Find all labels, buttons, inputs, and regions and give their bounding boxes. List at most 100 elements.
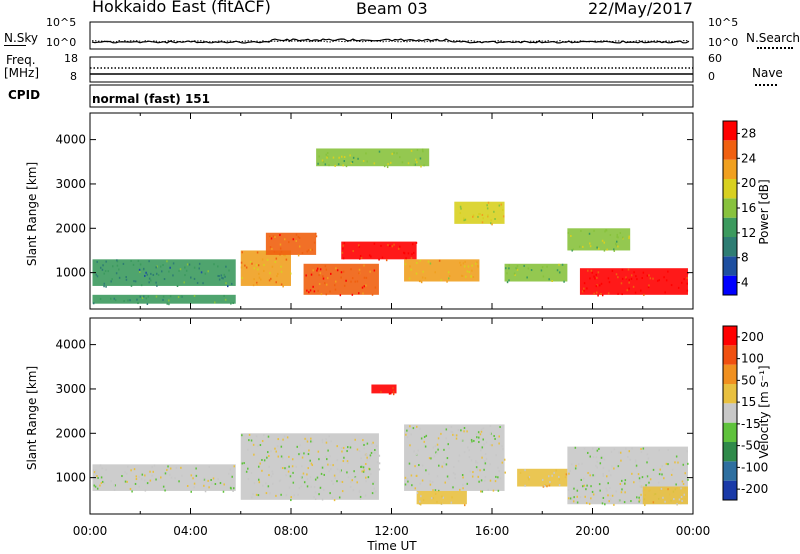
velocity-cell (208, 465, 211, 468)
power-cell (213, 263, 215, 266)
velocity-cell (317, 450, 320, 453)
power-cell (391, 245, 394, 248)
velocity-colorbar-tick-label: 50 (741, 373, 756, 387)
power-cell (580, 229, 582, 232)
velocity-cell (483, 460, 486, 463)
power-cell (179, 268, 182, 271)
velocity-cell (422, 499, 425, 502)
power-cell (604, 230, 606, 233)
power-cell (593, 292, 595, 295)
velocity-cell (262, 484, 264, 487)
velocity-cell (255, 493, 258, 496)
velocity-cell (558, 478, 561, 481)
power-cell (96, 275, 99, 278)
power-cell (365, 152, 367, 155)
velocity-cell (524, 484, 526, 487)
power-cell (615, 244, 618, 247)
power-cell (582, 290, 584, 293)
velocity-cell (606, 489, 608, 492)
velocity-cell (299, 444, 301, 447)
power-cell (463, 265, 466, 268)
power-cell (184, 266, 186, 269)
velocity-cell (358, 489, 361, 492)
velocity-cell (645, 484, 647, 487)
power-cell (155, 295, 158, 298)
velocity-cell (610, 474, 612, 477)
power-cell (590, 269, 593, 272)
power-cell (111, 278, 113, 281)
velocity-cell (435, 452, 438, 455)
velocity-cell (623, 501, 626, 504)
power-cell (160, 270, 163, 273)
velocity-cell (309, 476, 312, 479)
velocity-cell (577, 463, 580, 466)
velocity-cell (406, 436, 409, 439)
power-colorbar-tick-label: 28 (741, 126, 756, 140)
velocity-cell (309, 459, 311, 462)
velocity-cell (441, 465, 443, 468)
velocity-cell (342, 446, 345, 449)
nave-tick-top: 60 (708, 52, 722, 65)
velocity-cell (285, 474, 287, 477)
power-cell (144, 274, 146, 277)
power-cell (176, 285, 179, 288)
velocity-cell (331, 479, 333, 482)
freq-tick-top: 18 (64, 52, 78, 65)
velocity-cell (499, 425, 501, 428)
velocity-cell (641, 485, 643, 488)
power-cell (471, 269, 473, 272)
power-cell (362, 292, 364, 295)
power-cell (477, 215, 479, 218)
velocity-cell (280, 445, 283, 448)
power-cell (506, 281, 509, 284)
power-cell (275, 257, 278, 260)
velocity-cell (613, 467, 615, 470)
velocity-cell (661, 465, 663, 468)
velocity-cell (346, 450, 348, 453)
velocity-cell (372, 482, 374, 485)
velocity-cell (435, 451, 437, 454)
velocity-cell (409, 444, 411, 447)
power-cell (223, 294, 225, 297)
power-cell (256, 281, 258, 284)
power-cell (138, 268, 141, 271)
velocity-cell (347, 476, 350, 479)
velocity-cell (296, 445, 298, 448)
power-cell (253, 278, 255, 281)
velocity-cell (303, 481, 306, 484)
velocity-cell (349, 485, 352, 488)
velocity-cell (639, 480, 641, 483)
velocity-cell (480, 449, 482, 452)
velocity-cell (639, 485, 642, 488)
power-cell (279, 243, 282, 246)
velocity-cell (434, 445, 437, 448)
power-cell (491, 223, 493, 226)
power-cell (647, 286, 650, 289)
power-cell (423, 164, 425, 167)
velocity-cell (248, 439, 250, 442)
power-cell (177, 296, 180, 299)
velocity-cell (442, 496, 445, 499)
velocity-cell (298, 487, 301, 490)
velocity-cell (282, 467, 284, 470)
velocity-cell (447, 443, 449, 446)
velocity-cell (548, 475, 550, 478)
power-cell (598, 284, 601, 287)
power-cell (607, 292, 610, 295)
power-cell (615, 240, 618, 243)
velocity-cell (321, 466, 324, 469)
power-cell (489, 222, 492, 225)
power-cell (613, 248, 615, 251)
x-tick-label: 00:00 (73, 524, 108, 538)
power-cell (477, 264, 479, 267)
power-cell (270, 277, 272, 280)
power-cell (253, 267, 255, 270)
power-cell (357, 157, 359, 160)
velocity-cell (667, 488, 669, 491)
power-cell (145, 271, 147, 274)
velocity-cell (362, 466, 365, 469)
power-cell (298, 245, 301, 248)
velocity-cell (680, 495, 683, 498)
velocity-colorbar-tick-label: -15 (741, 417, 761, 431)
velocity-colorbar-cell (723, 422, 737, 442)
